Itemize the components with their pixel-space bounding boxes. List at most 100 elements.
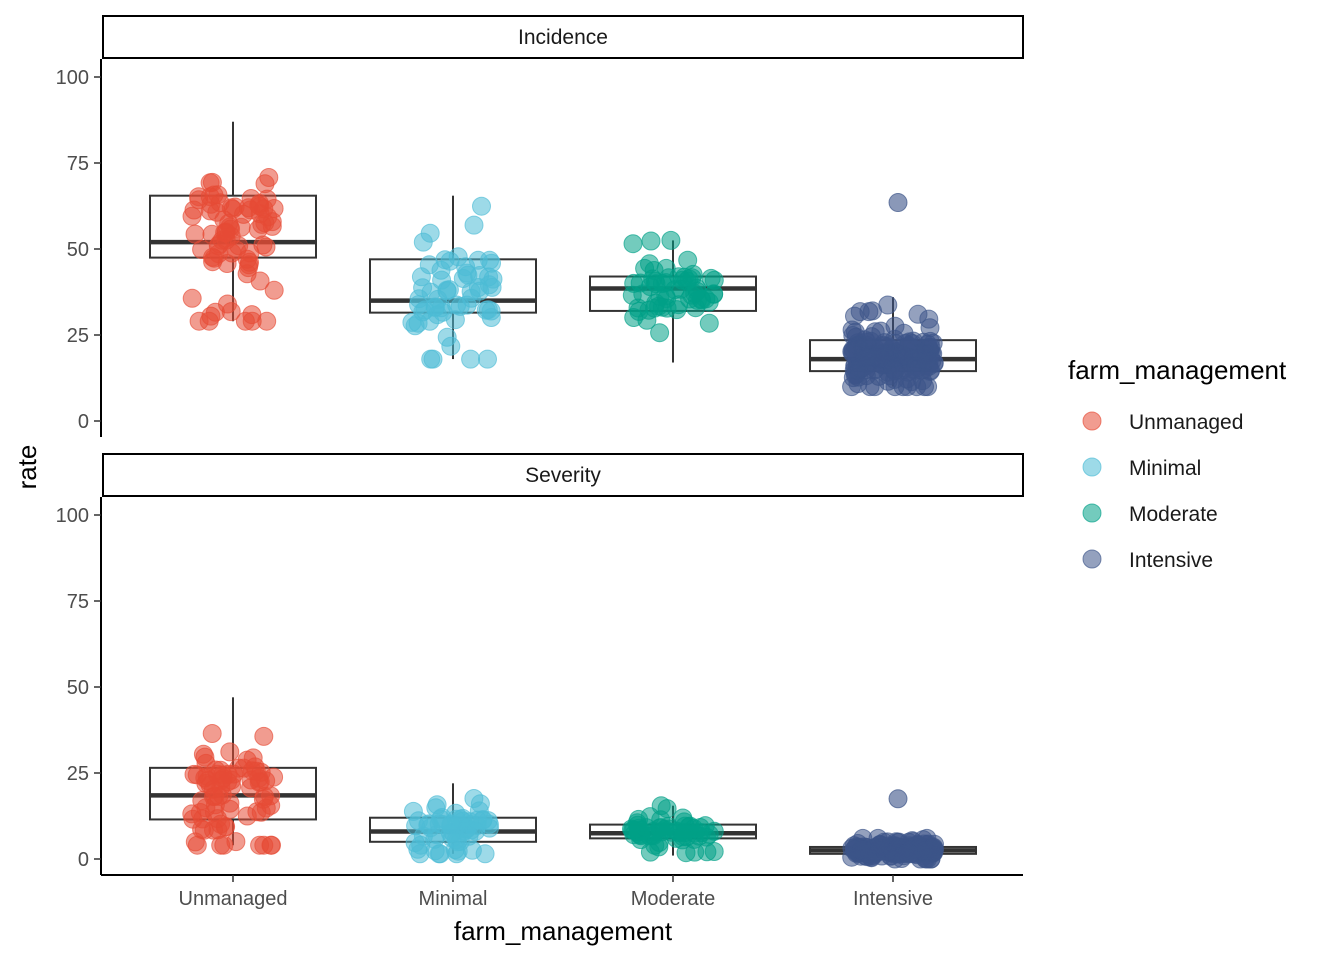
- y-tick-label: 75: [67, 153, 89, 175]
- point-minimal: [413, 278, 433, 298]
- point-minimal: [419, 255, 439, 275]
- point-unmanaged: [220, 799, 240, 819]
- outlier-point: [888, 193, 908, 213]
- y-tick-label: 100: [56, 67, 89, 89]
- point-unmanaged: [254, 726, 274, 746]
- y-tick-label: 25: [67, 325, 89, 347]
- point-unmanaged: [222, 776, 242, 796]
- point-minimal: [481, 301, 501, 321]
- point-moderate: [661, 230, 681, 250]
- point-unmanaged: [264, 280, 284, 300]
- point-moderate: [655, 820, 675, 839]
- point-moderate: [699, 313, 719, 333]
- point-intensive: [843, 340, 863, 359]
- point-minimal: [478, 349, 497, 369]
- legend-title: farm_management: [1068, 355, 1287, 385]
- y-tick-label: 0: [78, 849, 89, 871]
- point-moderate: [645, 298, 664, 318]
- point-minimal: [478, 811, 498, 831]
- legend-item-intensive: Intensive: [1082, 549, 1213, 572]
- point-unmanaged: [207, 202, 227, 222]
- legend-swatch: [1082, 549, 1102, 569]
- x-axis-title: farm_management: [454, 916, 673, 946]
- panel-incidence: Incidence 0 25 50 75 100: [56, 15, 1024, 437]
- legend-swatch: [1082, 503, 1102, 523]
- point-unmanaged: [250, 772, 270, 792]
- point-unmanaged: [261, 795, 281, 815]
- point-unmanaged: [262, 212, 282, 232]
- legend-swatch: [1082, 411, 1102, 431]
- y-tick-label: 25: [67, 763, 89, 785]
- point-minimal: [441, 814, 461, 834]
- point-unmanaged: [202, 724, 222, 743]
- point-intensive: [883, 359, 903, 379]
- x-tick-label: Moderate: [631, 888, 716, 910]
- point-moderate: [641, 231, 661, 251]
- point-moderate: [656, 273, 676, 293]
- point-unmanaged: [240, 243, 260, 263]
- point-minimal: [447, 844, 467, 864]
- point-unmanaged: [185, 224, 205, 244]
- point-unmanaged: [194, 820, 214, 840]
- point-unmanaged: [211, 835, 231, 855]
- point-moderate: [704, 284, 724, 304]
- x-tick-label: Minimal: [419, 888, 488, 910]
- point-moderate: [622, 819, 641, 839]
- point-unmanaged: [223, 199, 243, 219]
- legend-label: Intensive: [1129, 549, 1213, 572]
- point-unmanaged: [237, 264, 257, 284]
- point-intensive: [905, 340, 925, 359]
- panel-severity: Severity 0 25 50 75 100 Unmanaged Minimal Modera…: [56, 453, 1024, 910]
- point-moderate: [628, 298, 648, 318]
- point-intensive: [870, 835, 890, 855]
- point-intensive: [866, 346, 886, 366]
- facet-strip: [102, 15, 1024, 59]
- point-unmanaged: [256, 237, 276, 257]
- legend-item-minimal: Minimal: [1082, 457, 1201, 480]
- point-unmanaged: [242, 305, 262, 325]
- y-tick-label: 100: [56, 505, 89, 527]
- point-moderate: [673, 827, 693, 847]
- legend-label: Moderate: [1129, 503, 1218, 526]
- point-unmanaged: [190, 803, 210, 822]
- point-minimal: [448, 247, 468, 267]
- y-axis-title: rate: [12, 445, 42, 490]
- point-minimal: [461, 349, 481, 369]
- point-intensive: [917, 351, 937, 370]
- point-minimal: [429, 844, 449, 864]
- legend-item-unmanaged: Unmanaged: [1082, 411, 1243, 434]
- outlier-point: [888, 789, 908, 809]
- facet-strip-label: Incidence: [518, 26, 608, 49]
- point-moderate: [640, 254, 659, 274]
- point-unmanaged: [182, 288, 202, 308]
- y-tick-label: 50: [67, 239, 89, 261]
- point-unmanaged: [221, 226, 241, 246]
- point-unmanaged: [259, 168, 279, 187]
- point-moderate: [678, 250, 698, 270]
- point-moderate: [699, 824, 719, 844]
- legend-label: Unmanaged: [1129, 411, 1243, 434]
- jitter-points: [182, 724, 944, 869]
- point-intensive: [845, 306, 864, 326]
- point-minimal: [403, 801, 423, 821]
- point-unmanaged: [205, 786, 225, 806]
- point-moderate: [650, 323, 670, 343]
- point-intensive: [894, 846, 914, 866]
- point-moderate: [667, 300, 687, 320]
- point-unmanaged: [262, 835, 281, 855]
- point-minimal: [457, 263, 477, 283]
- point-minimal: [423, 349, 443, 369]
- facet-strip: [102, 453, 1024, 497]
- point-moderate: [623, 234, 643, 254]
- point-minimal: [439, 280, 459, 300]
- point-unmanaged: [209, 244, 228, 264]
- point-minimal: [433, 302, 453, 322]
- point-moderate: [701, 268, 721, 288]
- point-intensive: [854, 840, 874, 860]
- point-unmanaged: [220, 742, 240, 762]
- y-tick-label: 0: [78, 411, 89, 433]
- point-intensive: [923, 333, 943, 353]
- jitter-points: [182, 168, 944, 397]
- point-unmanaged: [200, 173, 220, 193]
- legend-items: Unmanaged Minimal Moderate Intensive: [1082, 411, 1243, 572]
